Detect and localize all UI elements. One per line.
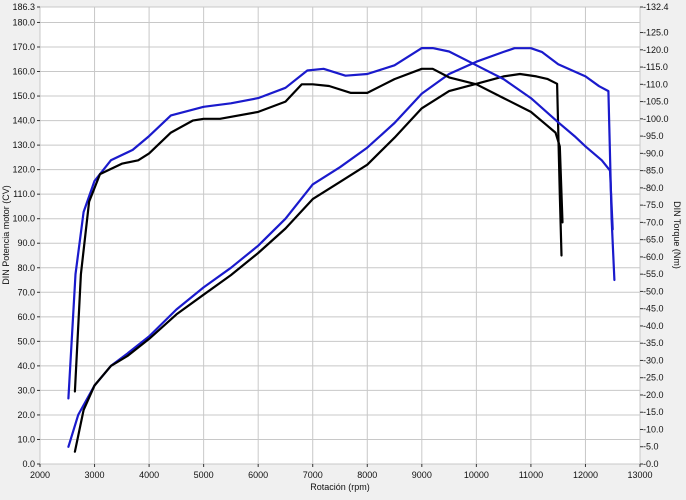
y-right-tick-label: -95.0 — [643, 131, 664, 141]
y-left-tick-label: 130.0 — [12, 140, 35, 150]
y-left-tick-label: 140.0 — [12, 116, 35, 126]
x-tick-label: 12000 — [573, 470, 598, 480]
y-right-tick-label: -100.0 — [643, 114, 669, 124]
y-left-tick-label: 60.0 — [17, 312, 35, 322]
x-axis-title: Rotación (rpm) — [310, 482, 370, 492]
y-left-tick-label: 0.0 — [22, 459, 35, 469]
y-right-tick-label: -30.0 — [643, 355, 664, 365]
x-tick-label: 5000 — [194, 470, 214, 480]
y-axis-right: -0.0 -5.0 -10.0 -15.0 -20.0 -25.0 -30.0 -35.0 -4… — [640, 2, 669, 469]
y-right-tick-label: -50.0 — [643, 286, 664, 296]
torque-series-line-3 — [67, 47, 614, 400]
y-left-tick-label: 170.0 — [12, 42, 35, 52]
y-left-tick-label: 30.0 — [17, 385, 35, 395]
y-right-tick-label: -90.0 — [643, 148, 664, 158]
y-left-tick-label: 10.0 — [17, 434, 35, 444]
y-right-tick-label: -85.0 — [643, 166, 664, 176]
y-right-tick-label: -15.0 — [643, 407, 664, 417]
x-tick-label: 13000 — [627, 470, 652, 480]
y-left-tick-label: 180.0 — [12, 17, 35, 27]
y-left-tick-label: 186.3 — [12, 2, 35, 12]
power-series-line-1 — [67, 47, 616, 448]
x-axis: 2000 3000 4000 5000 6000 7000 8000 9000 10000 110… — [30, 464, 653, 480]
y-left-tick-label: 20.0 — [17, 410, 35, 420]
y-left-tick-label: 120.0 — [12, 165, 35, 175]
x-tick-label: 2000 — [30, 470, 50, 480]
y-right-tick-label: -10.0 — [643, 424, 664, 434]
x-tick-label: 8000 — [357, 470, 377, 480]
y-left-tick-label: 50.0 — [17, 336, 35, 346]
y-left-tick-label: 70.0 — [17, 287, 35, 297]
plot-area — [39, 6, 641, 465]
x-tick-label: 9000 — [412, 470, 432, 480]
x-tick-label: 4000 — [139, 470, 159, 480]
y-right-tick-label: -40.0 — [643, 321, 664, 331]
y-left-tick-label: 40.0 — [17, 361, 35, 371]
y-right-tick-label: -110.0 — [643, 79, 668, 89]
y-right-tick-label: -75.0 — [643, 200, 664, 210]
y-right-tick-label: -105.0 — [643, 97, 669, 107]
torque-series-line-4 — [73, 67, 564, 393]
y-right-tick-label: -115.0 — [643, 62, 668, 72]
y-right-tick-label: -125.0 — [643, 28, 669, 38]
x-tick-label: 10000 — [464, 470, 489, 480]
y-right-tick-label: -25.0 — [643, 373, 664, 383]
y-left-tick-label: 100.0 — [12, 214, 35, 224]
y-right-tick-label: -45.0 — [643, 304, 664, 314]
y-left-tick-label: 110.0 — [13, 189, 35, 199]
y-left-tick-label: 80.0 — [17, 263, 35, 273]
y-right-tick-label: -120.0 — [643, 45, 669, 55]
y-right-tick-label: -60.0 — [643, 252, 664, 262]
y-right-tick-label: -0.0 — [643, 459, 659, 469]
x-tick-label: 7000 — [303, 470, 323, 480]
y-right-tick-label: -35.0 — [643, 338, 664, 348]
y-left-tick-label: 160.0 — [12, 67, 35, 77]
grid-lines — [39, 6, 641, 465]
y-right-tick-label: -55.0 — [643, 269, 664, 279]
series-group — [67, 47, 616, 453]
x-tick-label: 3000 — [85, 470, 105, 480]
power-series-line-2 — [73, 72, 563, 453]
y-right-tick-label: -20.0 — [643, 390, 664, 400]
x-tick-label: 11000 — [519, 470, 543, 480]
x-tick-label: 6000 — [248, 470, 268, 480]
y-right-tick-label: -70.0 — [643, 217, 664, 227]
y-left-tick-label: 90.0 — [17, 238, 35, 248]
y-left-tick-label: 150.0 — [12, 91, 35, 101]
y-axis-left-title: DIN Potencia motor (CV) — [1, 185, 11, 285]
y-right-tick-label: -5.0 — [643, 442, 659, 452]
y-right-tick-label: -80.0 — [643, 183, 664, 193]
y-axis-right-title: DIN Torque (Nm) — [672, 201, 682, 269]
y-axis-left: 0.0 10.0 20.0 30.0 40.0 50.0 60.0 70.0 80.0 90.0 1… — [12, 2, 40, 469]
y-right-tick-label: -132.4 — [643, 2, 669, 12]
y-right-tick-label: -65.0 — [643, 235, 664, 245]
